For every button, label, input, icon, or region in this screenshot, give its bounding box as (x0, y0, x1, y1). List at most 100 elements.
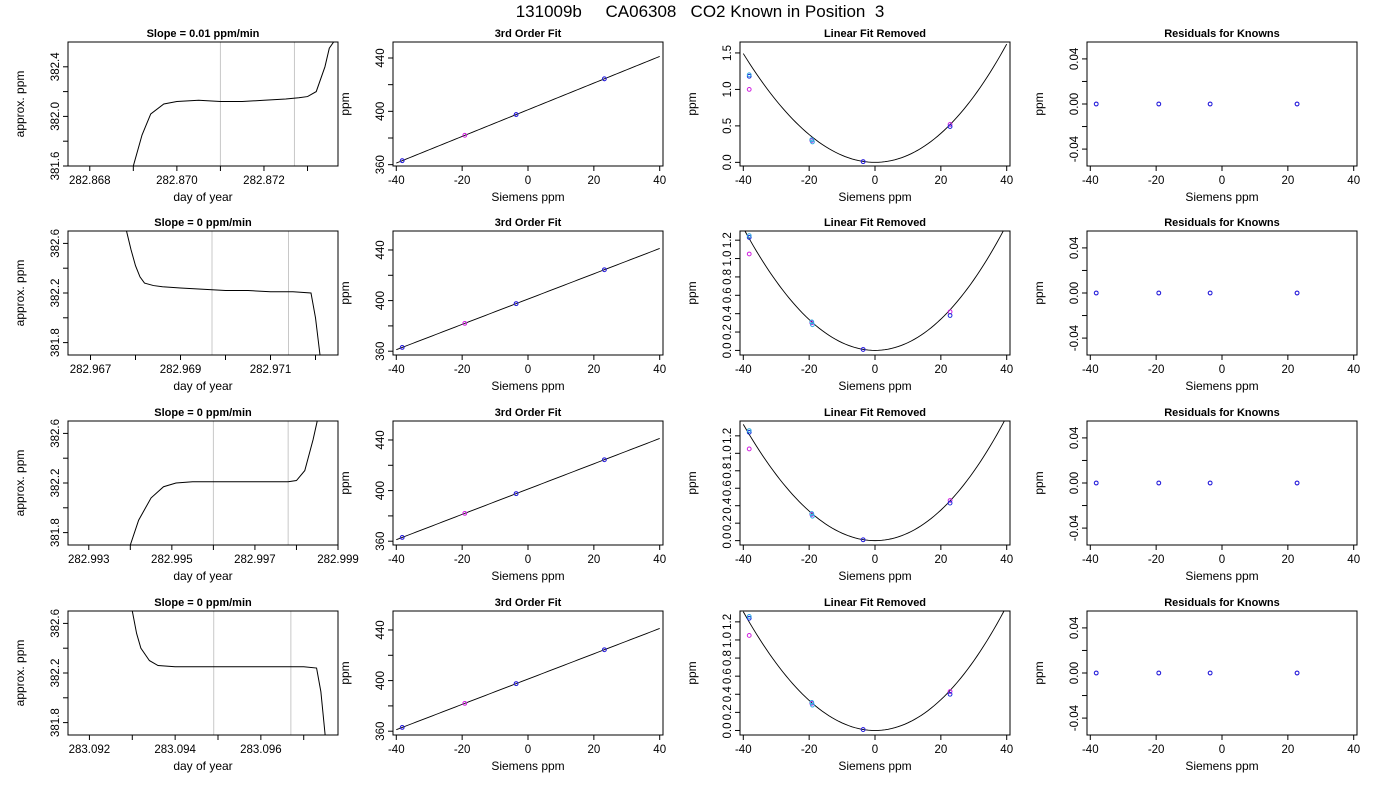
x-tick-label: -20 (801, 744, 818, 756)
data-point (1207, 670, 1213, 676)
y-tick-label: 382.4 (50, 52, 62, 81)
x-tick-label: -20 (1148, 554, 1165, 566)
x-tick-label: -40 (735, 364, 752, 376)
y-tick-label: 0.04 (1069, 236, 1081, 259)
y-tick-label: -0.04 (1069, 704, 1081, 731)
y-tick-label: 381.8 (50, 328, 62, 357)
x-tick-label: 40 (653, 364, 666, 376)
data-point (399, 725, 405, 730)
data-point (399, 345, 405, 350)
data-point (746, 428, 752, 434)
data-point (746, 429, 752, 435)
data-point (513, 491, 519, 497)
x-tick-label: 0 (872, 175, 878, 187)
x-tick-label: 40 (1347, 744, 1360, 756)
plot-frame (392, 41, 664, 167)
panel-title: Residuals for Knowns (1164, 28, 1280, 40)
x-axis-label: day of year (173, 759, 232, 773)
data-line (131, 611, 326, 735)
x-axis-label: Siemens ppm (491, 379, 564, 393)
x-tick-label: 20 (1281, 364, 1294, 376)
data-point (1156, 290, 1162, 296)
data-point (809, 700, 815, 705)
data-point (462, 510, 468, 516)
panel-3-3: -40 -20 0 20 40 0.0 0.20.40.60.8 1.01.2 Linear F… (685, 407, 1013, 583)
x-tick-label: 282.872 (243, 175, 285, 187)
data-point (810, 139, 815, 145)
plot-frame (392, 420, 664, 546)
y-axis-label: ppm (338, 661, 352, 684)
data-line (132, 42, 335, 166)
data-point (947, 313, 953, 318)
x-tick-label: -20 (801, 554, 818, 566)
panel-title: Residuals for Knowns (1164, 217, 1280, 229)
data-point (1207, 290, 1213, 296)
y-axis-label: ppm (685, 92, 699, 115)
data-point (462, 320, 468, 326)
data-point (1093, 290, 1099, 296)
panel-title: Slope = 0 ppm/min (154, 407, 252, 419)
x-tick-label: -40 (735, 175, 752, 187)
plot-frame (67, 41, 339, 167)
x-axis-label: Siemens ppm (1185, 190, 1258, 204)
y-tick-label: 0.0 (722, 722, 734, 738)
data-point (860, 537, 866, 543)
x-tick-label: -40 (388, 175, 405, 187)
x-tick-label: 20 (1281, 175, 1294, 187)
data-point (399, 158, 405, 164)
data-point (1156, 670, 1162, 676)
x-tick-label: 0 (1219, 175, 1225, 187)
y-tick-label: 1.2 (722, 614, 734, 630)
y-tick-label: 440 (375, 620, 387, 639)
y-axis-label: ppm (1032, 281, 1046, 304)
x-tick-label: 20 (587, 175, 600, 187)
x-axis-label: Siemens ppm (838, 569, 911, 583)
panel-title: 3rd Order Fit (495, 217, 562, 229)
x-tick-label: 0 (872, 364, 878, 376)
plot-frame (1086, 420, 1358, 546)
plot-frame (392, 230, 664, 356)
y-tick-label: 0.8 (722, 463, 734, 479)
x-axis-label: day of year (173, 190, 232, 204)
fit-curve (744, 231, 1004, 351)
x-tick-label: -40 (388, 744, 405, 756)
y-tick-label: 0.0 (722, 342, 734, 358)
panel-title: Linear Fit Removed (824, 28, 926, 40)
x-tick-label: -20 (1148, 175, 1165, 187)
x-tick-label: 0 (1219, 554, 1225, 566)
y-axis-label: approx. ppm (13, 640, 27, 707)
y-tick-label: 0.0 (722, 154, 734, 170)
data-point (746, 87, 752, 92)
data-point (601, 76, 607, 82)
y-axis-label: ppm (338, 281, 352, 304)
y-tick-label: 440 (375, 240, 387, 259)
x-tick-label: -20 (801, 364, 818, 376)
y-tick-label: 400 (375, 481, 387, 500)
y-tick-label: 382.6 (50, 609, 62, 638)
x-tick-label: 0 (1219, 744, 1225, 756)
panel-2-3: -40 -20 0 20 40 0.0 0.2 0.4 0.6 0.8 1.0 1.2 Linear F… (685, 217, 1013, 393)
panel-title: Slope = 0 ppm/min (154, 597, 252, 609)
x-tick-label: 282.997 (234, 554, 276, 566)
panel-4-1: 283.092 283.094 283.096 381.8 382.2 382.6 Slop… (13, 597, 339, 773)
x-tick-label: 282.868 (69, 175, 111, 187)
panel-3-1: 282.993 282.995 282.997 282.999 381.8 382.2 38… (13, 407, 359, 583)
data-point (601, 267, 607, 273)
x-tick-label: -20 (1148, 744, 1165, 756)
panel-title: Residuals for Knowns (1164, 407, 1280, 419)
panel-title: 3rd Order Fit (495, 28, 562, 40)
plot-frame (392, 610, 664, 736)
panel-1-2: -40 -20 0 20 40 360 400 440 3rd Order Fit Siemens… (338, 28, 666, 204)
y-tick-label: 0.00 (1069, 662, 1081, 684)
fit-curve (396, 438, 660, 541)
x-axis-label: Siemens ppm (491, 569, 564, 583)
y-tick-label: 0.4 (722, 497, 734, 514)
panel-title: Linear Fit Removed (824, 597, 926, 609)
x-tick-label: 40 (1000, 364, 1013, 376)
y-axis-label: ppm (685, 281, 699, 304)
y-tick-label: 360 (375, 342, 387, 361)
y-tick-label: -0.04 (1069, 514, 1081, 541)
data-point (746, 614, 752, 619)
data-point (860, 347, 866, 352)
panel-4-4: -40 -20 0 20 40 -0.04 0.00 0.04 Residuals for Kn… (1032, 597, 1360, 773)
